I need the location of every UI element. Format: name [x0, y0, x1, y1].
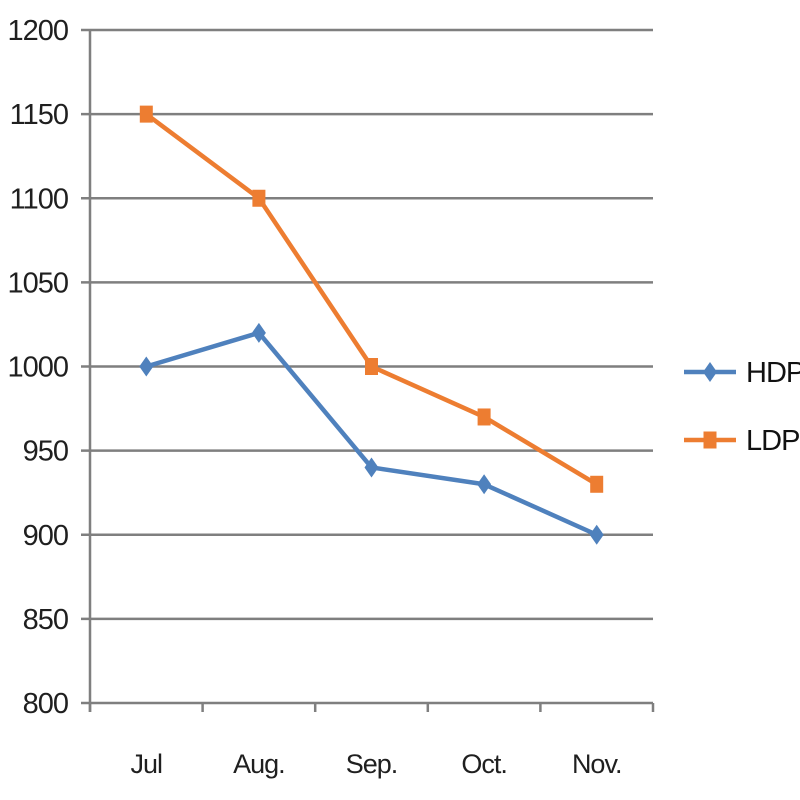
ldpe-point-marker-1: [252, 189, 266, 207]
x-axis-tick-label: Sep.: [346, 749, 398, 779]
legend-item-hdpe: HDPE: [684, 357, 800, 389]
legend-marker-square: [703, 431, 717, 449]
y-axis-tick-label: 1000: [7, 352, 68, 384]
y-axis-tick-label: 950: [23, 436, 68, 468]
y-axis-tick-label: 800: [23, 688, 68, 720]
hdpe-point-marker-2: [364, 457, 379, 478]
legend-label: LDPE: [746, 425, 800, 457]
x-axis-tick-label: Oct.: [461, 749, 507, 779]
hdpe-point-marker-0: [139, 356, 154, 377]
series-line-ldpe: [144, 111, 599, 487]
legend-marker-diamond: [703, 362, 717, 382]
legend-item-ldpe: LDPE: [684, 425, 800, 457]
ldpe-point-marker-2: [365, 358, 378, 375]
y-axis: 1200 1150 1100 1050 1000 950 900 850 800: [7, 15, 92, 720]
ldpe-point-marker-0: [139, 105, 153, 123]
legend-label: HDPE: [746, 357, 800, 389]
y-axis-tick-label: 1100: [10, 183, 68, 215]
hdpe-point-marker-1: [251, 322, 266, 343]
hdpe-point-marker-4: [589, 524, 604, 545]
hdpe-point-marker-3: [477, 474, 492, 495]
y-axis-tick-label: 1150: [10, 99, 68, 131]
y-axis-tick-label: 1050: [7, 267, 68, 299]
ldpe-point-marker-4: [590, 475, 604, 493]
x-axis: Jul Aug. Sep. Oct. Nov.: [88, 703, 655, 779]
y-axis-tick-label: 850: [23, 604, 68, 636]
x-axis-tick-label: Nov.: [572, 749, 622, 779]
legend: HDPE LDPE: [684, 357, 800, 457]
y-axis-tick-label: 900: [23, 520, 68, 552]
x-axis-tick-label: Jul: [131, 749, 163, 779]
series-ldpe: [139, 105, 604, 493]
x-axis-tick-label: Aug.: [233, 749, 285, 779]
ldpe-point-marker-3: [477, 408, 491, 426]
series-hdpe: [139, 322, 604, 545]
y-axis-tick-label: 1200: [7, 15, 68, 47]
